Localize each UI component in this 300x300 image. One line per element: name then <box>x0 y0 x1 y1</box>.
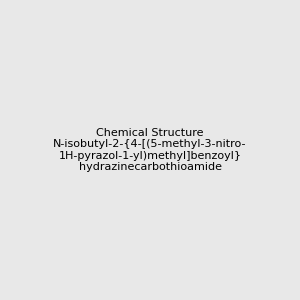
Text: Chemical Structure
N-isobutyl-2-{4-[(5-methyl-3-nitro-
1H-pyrazol-1-yl)methyl]be: Chemical Structure N-isobutyl-2-{4-[(5-m… <box>53 128 247 172</box>
